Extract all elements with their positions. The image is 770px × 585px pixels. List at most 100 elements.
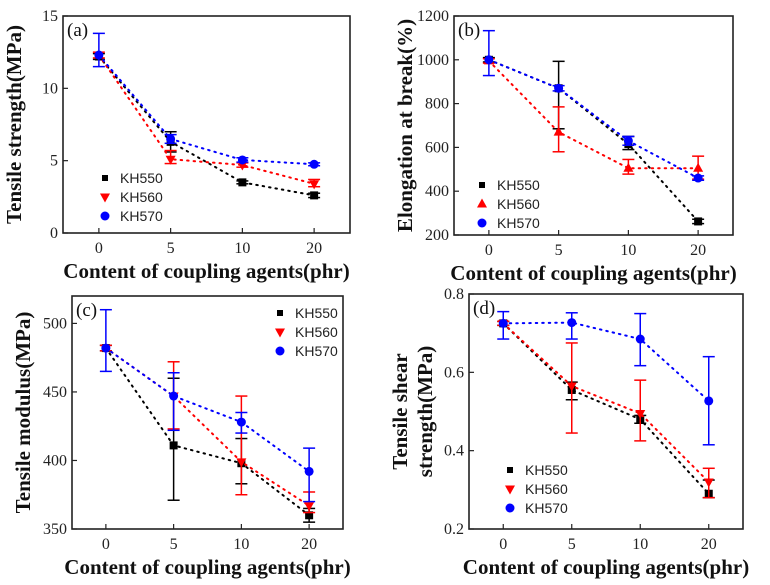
legend-label: KH560 (525, 481, 568, 497)
trend-line (502, 322, 710, 483)
circle-marker (484, 55, 494, 65)
plot-frame (62, 15, 351, 234)
series-kh570 (99, 308, 316, 503)
legend-label: KH550 (525, 462, 568, 478)
circle-marker (101, 343, 111, 353)
y-tick-label: 15 (42, 8, 58, 25)
series-kh570 (92, 32, 321, 169)
trend-line (502, 322, 710, 495)
x-axis-title: Content of coupling agents(phr) (450, 261, 736, 285)
series-kh570 (497, 310, 715, 446)
legend-item-kh560: KH560 (100, 189, 163, 205)
y-tick-label: 0.6 (444, 364, 464, 381)
y-tick-label: 5 (50, 153, 58, 170)
legend-item-kh570: KH570 (100, 208, 163, 224)
legend-label: KH550 (497, 177, 540, 193)
y-axis-title: Tensile modulus(MPa) (11, 312, 35, 514)
legend-item-kh570: KH570 (505, 500, 568, 516)
legend-item-kh570: KH570 (477, 215, 540, 231)
y-tick-label: 200 (425, 227, 449, 244)
legend-label: KH570 (120, 208, 163, 224)
x-tick-label: 5 (555, 242, 563, 259)
trend-line (97, 54, 316, 166)
x-tick-label: 0 (499, 536, 507, 553)
y-tick-label: 0.8 (444, 286, 464, 303)
x-tick-label: 20 (301, 536, 317, 553)
legend-item-kh550: KH550 (507, 462, 568, 478)
legend-item-kh560: KH560 (275, 324, 338, 340)
y-tick-label: 0.2 (444, 521, 464, 538)
y-tick-label: 500 (43, 315, 67, 332)
square-marker (305, 511, 314, 520)
legend-item-kh550: KH550 (479, 177, 540, 193)
trend-line (104, 347, 311, 517)
square-marker (238, 178, 247, 187)
circle-marker (554, 83, 564, 93)
triangle-down-marker (275, 328, 285, 338)
y-tick-label: 0 (50, 225, 58, 242)
triangle-down-marker (236, 458, 247, 468)
circle-marker (693, 173, 703, 183)
panel-a: 0 5 10 15 0 5 10 20 Content of coupling agents(p… (2, 8, 351, 283)
y-axis-title: Tensile strength(MPa) (2, 25, 26, 224)
trend-line (487, 58, 700, 180)
panel-b: 200 400 600 800 1000 1200 0 5 10 20 Content of cou… (393, 8, 737, 285)
circle-marker (498, 318, 508, 328)
trend-line (104, 347, 311, 507)
triangle-up-marker (477, 198, 487, 208)
y-tick-label: 350 (43, 521, 67, 538)
triangle-up-marker (693, 162, 704, 172)
legend-label: KH560 (295, 324, 338, 340)
x-tick-label: 0 (102, 536, 110, 553)
plot-frame (468, 293, 744, 530)
circle-marker (477, 218, 487, 228)
square-marker (507, 467, 513, 473)
triangle-down-marker (703, 478, 714, 488)
circle-marker (567, 318, 577, 328)
x-tick-label: 20 (306, 240, 322, 257)
circle-marker (704, 396, 714, 406)
triangle-down-marker (309, 180, 320, 190)
legend-label: KH570 (497, 215, 540, 231)
plot-frame (453, 15, 734, 236)
square-marker (102, 175, 108, 181)
triangle-down-marker (237, 161, 248, 171)
legend-label: KH560 (120, 189, 163, 205)
circle-marker (505, 503, 515, 513)
triangle-up-marker (553, 126, 564, 136)
legend-item-kh570: KH570 (275, 343, 338, 359)
triangle-down-marker (304, 502, 315, 512)
trend-line (104, 347, 311, 473)
circle-marker (275, 346, 285, 356)
x-axis-title: Content of coupling agents(phr) (64, 555, 350, 579)
y-tick-label: 1200 (417, 8, 449, 25)
square-marker (694, 217, 703, 226)
series-kh560 (482, 55, 705, 180)
y-axis-title-line2: strength(MPa) (413, 346, 437, 477)
legend-item-kh550: KH550 (102, 170, 163, 186)
series-kh550 (99, 344, 316, 523)
triangle-down-marker (165, 155, 176, 165)
legend-item-kh560: KH560 (477, 196, 540, 212)
circle-marker (304, 466, 314, 476)
circle-marker (166, 134, 176, 144)
panel-d: 0.2 0.4 0.6 0.8 0 5 10 20 Content of coupling ag… (388, 286, 749, 579)
trend-line (487, 59, 700, 170)
circle-marker (635, 334, 645, 344)
circle-marker (100, 211, 110, 221)
y-tick-label: 600 (425, 139, 449, 156)
triangle-down-marker (566, 382, 577, 392)
trend-line (97, 54, 316, 185)
triangle-down-marker (100, 193, 110, 203)
circle-marker (236, 417, 246, 427)
y-tick-label: 0.4 (444, 443, 464, 460)
x-tick-label: 5 (568, 536, 576, 553)
circle-marker (94, 50, 104, 60)
x-tick-label: 5 (170, 536, 178, 553)
legend-label: KH550 (120, 170, 163, 186)
circle-marker (237, 155, 247, 165)
x-tick-label: 20 (690, 242, 706, 259)
plot-frame (71, 295, 344, 530)
panel-c: 350 400 450 500 0 5 10 20 Content of coupling ag… (11, 295, 351, 579)
x-tick-label: 0 (95, 240, 103, 257)
